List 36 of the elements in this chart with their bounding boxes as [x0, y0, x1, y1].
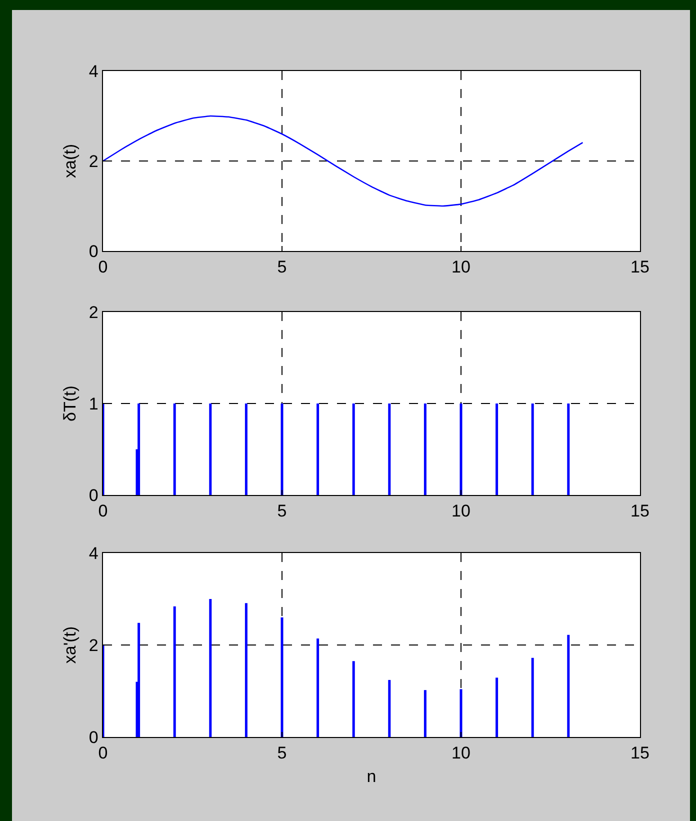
y-tick-label: 4 — [88, 62, 98, 81]
bar — [460, 689, 462, 737]
y-axis-title: δT(t) — [60, 386, 80, 422]
y-tick-label: 2 — [88, 302, 98, 322]
y-tick-label: 0 — [88, 242, 98, 261]
line-series — [103, 115, 584, 207]
y-tick-label: 2 — [88, 636, 98, 655]
bar — [209, 599, 212, 737]
bar — [388, 680, 391, 737]
bar — [244, 603, 248, 737]
x-tick-label: 10 — [452, 258, 470, 277]
bar — [280, 617, 284, 737]
bar — [496, 678, 498, 737]
x-tick-label: 10 — [452, 502, 470, 521]
bar — [424, 690, 426, 737]
bar — [531, 658, 534, 737]
y-tick-label: 4 — [88, 544, 98, 563]
x-tick-label: 15 — [630, 258, 650, 277]
bar — [138, 622, 140, 737]
x-axis-title: n — [366, 766, 376, 786]
bar — [352, 661, 355, 737]
y-axis-title: xa'(t) — [60, 626, 80, 664]
x-tick-label: 10 — [452, 744, 470, 763]
x-tick-label: 15 — [630, 744, 650, 763]
x-tick-label: 5 — [277, 502, 287, 521]
bar — [173, 606, 176, 737]
y-tick-label: 1 — [88, 394, 98, 414]
x-tick-label: 5 — [277, 744, 287, 763]
bar — [316, 638, 320, 737]
y-axis-title: xa(t) — [60, 144, 80, 178]
y-tick-label: 0 — [88, 728, 98, 747]
bar — [567, 634, 570, 737]
y-tick-label: 0 — [88, 486, 98, 505]
x-tick-label: 5 — [277, 258, 287, 277]
x-tick-label: 15 — [630, 502, 650, 521]
y-tick-label: 2 — [88, 152, 98, 171]
